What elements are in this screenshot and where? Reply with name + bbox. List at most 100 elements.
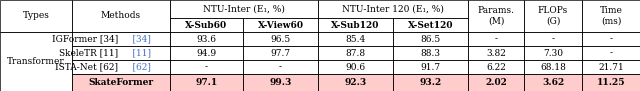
Bar <box>243 60 318 74</box>
Bar <box>524 46 582 60</box>
Text: SkeleTR [11]: SkeleTR [11] <box>59 49 121 58</box>
Text: -: - <box>609 34 612 43</box>
Text: 85.4: 85.4 <box>346 34 365 43</box>
Text: NTU-Inter (E₁, %): NTU-Inter (E₁, %) <box>203 4 285 13</box>
Text: SkateFormer: SkateFormer <box>88 78 154 87</box>
Text: 7.30: 7.30 <box>543 49 563 58</box>
Bar <box>393 74 468 91</box>
Text: 3.82: 3.82 <box>486 49 506 58</box>
Text: 97.1: 97.1 <box>195 78 218 87</box>
Text: NTU-Inter 120 (E₁, %): NTU-Inter 120 (E₁, %) <box>342 4 444 13</box>
Text: SkeleTR [11] [11]: SkeleTR [11] [11] <box>81 49 161 58</box>
Text: [11]: [11] <box>121 49 151 58</box>
Text: [62]: [62] <box>121 63 151 72</box>
Text: 93.2: 93.2 <box>419 78 442 87</box>
Bar <box>468 32 524 46</box>
Bar <box>0 0 72 32</box>
Text: Params.
(M): Params. (M) <box>477 6 515 26</box>
Text: 93.6: 93.6 <box>196 34 216 43</box>
Text: ISTA-Net [62] [62]: ISTA-Net [62] [62] <box>79 63 163 72</box>
Bar <box>318 32 393 46</box>
Bar <box>170 74 243 91</box>
Text: [34]: [34] <box>121 34 151 43</box>
Text: X-Sub120: X-Sub120 <box>332 20 380 29</box>
Bar <box>524 0 582 32</box>
Bar <box>318 0 468 18</box>
Text: Methods: Methods <box>101 11 141 20</box>
Text: IGFormer [34] [34]: IGFormer [34] [34] <box>77 34 164 43</box>
Bar <box>243 32 318 46</box>
Text: ISTA-Net [62]: ISTA-Net [62] <box>55 63 121 72</box>
Text: 21.71: 21.71 <box>598 63 624 72</box>
Bar <box>243 74 318 91</box>
Bar <box>393 60 468 74</box>
Bar <box>170 32 243 46</box>
Text: Transformer: Transformer <box>7 57 65 66</box>
Text: 91.7: 91.7 <box>420 63 440 72</box>
Text: 3.62: 3.62 <box>542 78 564 87</box>
Text: -: - <box>279 63 282 72</box>
Bar <box>582 32 640 46</box>
Text: IGFormer [34]: IGFormer [34] <box>52 34 121 43</box>
Bar <box>468 60 524 74</box>
Bar <box>318 46 393 60</box>
Text: 6.22: 6.22 <box>486 63 506 72</box>
Bar <box>393 18 468 32</box>
Text: 99.3: 99.3 <box>269 78 292 87</box>
Bar <box>582 46 640 60</box>
Bar <box>72 74 170 91</box>
Bar <box>393 32 468 46</box>
Text: X-View60: X-View60 <box>257 20 303 29</box>
Bar <box>72 60 170 74</box>
Text: FLOPs
(G): FLOPs (G) <box>538 6 568 26</box>
Text: 68.18: 68.18 <box>540 63 566 72</box>
Bar <box>170 0 318 18</box>
Text: 97.7: 97.7 <box>271 49 291 58</box>
Bar <box>170 74 243 91</box>
Text: X-Sub60: X-Sub60 <box>186 20 228 29</box>
Text: Types: Types <box>22 11 49 20</box>
Text: -: - <box>205 63 208 72</box>
Bar <box>582 0 640 32</box>
Bar <box>0 32 72 91</box>
Text: 90.6: 90.6 <box>346 63 365 72</box>
Bar <box>318 60 393 74</box>
Bar <box>468 74 524 91</box>
Bar <box>468 46 524 60</box>
Bar <box>582 74 640 91</box>
Text: X-Set120: X-Set120 <box>408 20 453 29</box>
Bar <box>468 74 524 91</box>
Text: 11.25: 11.25 <box>596 78 625 87</box>
Bar <box>468 0 524 32</box>
Bar <box>72 0 170 32</box>
Text: -: - <box>552 34 554 43</box>
Bar <box>72 46 170 60</box>
Bar <box>170 46 243 60</box>
Bar <box>524 60 582 74</box>
Text: -: - <box>495 34 497 43</box>
Bar <box>582 74 640 91</box>
Text: 88.3: 88.3 <box>420 49 440 58</box>
Text: 86.5: 86.5 <box>420 34 440 43</box>
Bar <box>524 32 582 46</box>
Bar <box>170 18 243 32</box>
Bar <box>72 74 170 91</box>
Text: Time
(ms): Time (ms) <box>600 6 623 26</box>
Bar <box>243 46 318 60</box>
Bar <box>318 74 393 91</box>
Text: -: - <box>609 49 612 58</box>
Bar <box>243 18 318 32</box>
Bar <box>318 74 393 91</box>
Text: 87.8: 87.8 <box>346 49 365 58</box>
Bar <box>393 46 468 60</box>
Bar <box>524 74 582 91</box>
Bar <box>318 18 393 32</box>
Bar <box>524 74 582 91</box>
Text: 2.02: 2.02 <box>485 78 507 87</box>
Text: 92.3: 92.3 <box>344 78 367 87</box>
Bar <box>393 74 468 91</box>
Bar <box>243 74 318 91</box>
Bar <box>582 60 640 74</box>
Text: 94.9: 94.9 <box>196 49 216 58</box>
Bar <box>72 32 170 46</box>
